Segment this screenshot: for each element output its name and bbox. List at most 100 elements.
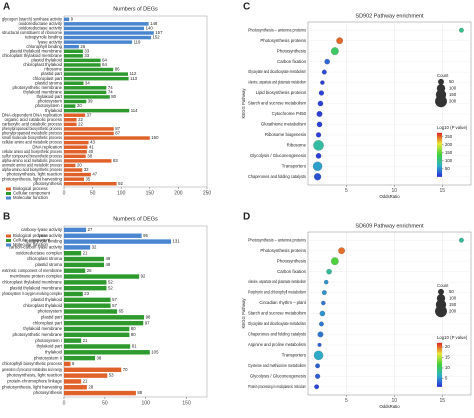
bar	[64, 262, 105, 268]
size-legend-title: Count	[437, 283, 449, 288]
bar	[64, 332, 130, 338]
value-label: 20	[77, 163, 82, 168]
category-label: thylakoid	[45, 108, 63, 113]
value-label: 81	[132, 344, 137, 349]
dot	[315, 363, 320, 369]
category-label: Photosynthesis – antenna proteins	[248, 237, 306, 242]
value-label: 119	[134, 39, 141, 44]
category-label: DNA replication	[32, 144, 62, 149]
bar	[64, 76, 129, 81]
legend-label: Molecular function	[13, 195, 48, 200]
legend-swatch	[6, 243, 11, 247]
bar	[64, 338, 82, 343]
category-label: extrinsic component of membrane	[2, 268, 63, 273]
category-label: Transporters	[282, 353, 306, 358]
dot	[317, 100, 324, 107]
dot	[326, 268, 332, 275]
size-legend-label: 200	[449, 98, 457, 103]
legend-swatch	[6, 187, 11, 191]
category-label: photosynthesis, light reaction	[7, 172, 63, 177]
x-tick-label: 150	[146, 190, 155, 196]
value-label: 47	[92, 172, 97, 177]
bar	[64, 181, 117, 186]
category-label: thylakoid membrane	[23, 90, 62, 95]
value-label: 97	[145, 320, 150, 325]
bar	[64, 154, 86, 159]
x-tick-label: 150	[182, 400, 191, 406]
dot	[319, 310, 326, 317]
dot	[313, 140, 324, 151]
chart-title: SD902 Pathway enrichment	[355, 13, 424, 19]
size-legend-dot	[435, 305, 447, 318]
size-legend-label: 200	[449, 308, 457, 313]
value-label: 114	[131, 108, 138, 113]
bar	[64, 373, 108, 378]
dot	[321, 290, 327, 295]
category-label: Alanine, aspartate and glutamate metabol…	[248, 80, 306, 85]
category-label: Circadian rhythm – plant	[259, 300, 306, 305]
category-label: tetrapyrrole binding	[25, 35, 62, 40]
category-label: Lipid biosynthesis proteins	[256, 90, 306, 95]
value-label: 64	[102, 62, 107, 67]
category-label: Photosynthesis – antenna proteins	[248, 27, 306, 32]
x-tick-label: 50	[102, 400, 108, 406]
category-label: Porphyrin and chlorophyll metabolism	[248, 290, 306, 295]
category-label: oxidoreductase complex	[16, 250, 63, 255]
value-label: 70	[123, 367, 128, 372]
bar	[64, 361, 71, 367]
category-label: Chaperones and folding catalysts	[248, 332, 306, 337]
bar	[64, 251, 82, 256]
category-label: plastid thylakoid membrane	[10, 48, 63, 53]
bar	[64, 58, 101, 63]
category-label: photosynthesis	[33, 181, 62, 186]
bar	[64, 297, 111, 303]
value-label: 80	[131, 326, 136, 331]
value-label: 38	[97, 355, 102, 360]
bar	[64, 140, 89, 145]
category-label: Glycolysis / Gluconeogenesis	[250, 153, 306, 158]
category-label: photosynthesis, light harvesting	[2, 384, 63, 389]
value-label: 131	[173, 239, 181, 244]
colorbar-label: 20	[445, 344, 450, 349]
dot	[315, 153, 322, 159]
value-label: 87	[115, 126, 120, 131]
bar	[64, 22, 149, 26]
category-label: plastid thylakoid membrane	[10, 285, 63, 290]
value-label: 112	[130, 71, 137, 76]
legend-label: Molecular function	[13, 242, 48, 247]
category-label: photosystem II oxygen evolving complex	[2, 291, 63, 296]
category-label: structural constituent of ribosome	[2, 30, 63, 35]
value-label: 40	[88, 149, 93, 154]
bar	[64, 44, 79, 49]
category-label: thylakoid part	[36, 94, 62, 99]
category-label: photosystem	[38, 99, 63, 104]
bar	[64, 81, 84, 85]
bar	[64, 303, 111, 308]
value-label: 83	[113, 158, 118, 163]
bar	[64, 256, 105, 262]
x-axis-title: Numbers of DEGs	[113, 6, 158, 12]
value-label: 23	[84, 291, 89, 296]
size-legend-label: 50	[449, 79, 454, 84]
value-label: 92	[118, 181, 123, 186]
value-label: 20	[77, 103, 82, 108]
color-legend-title: Log10 (P value)	[437, 335, 468, 340]
category-label: Photosynthesis proteins	[260, 248, 306, 253]
bar	[64, 285, 107, 291]
category-label: thylakoid membrane	[23, 326, 62, 331]
size-legend-dot	[438, 78, 444, 85]
x-tick-label: 250	[203, 190, 212, 196]
dot	[317, 331, 324, 338]
bar	[64, 35, 151, 40]
value-label: 26	[80, 44, 85, 49]
colorbar	[437, 342, 442, 387]
dot	[313, 350, 324, 361]
value-label: 80	[111, 94, 116, 99]
category-label: thylakoid part	[36, 344, 62, 349]
category-label: plastid stroma	[35, 262, 62, 267]
category-label: Cysteine and methionine metabolism	[248, 363, 306, 368]
category-label: thylakoid	[45, 349, 63, 354]
value-label: 37	[87, 112, 92, 117]
x-tick-label: 15	[439, 188, 445, 194]
category-label: photosystem I	[35, 338, 62, 343]
